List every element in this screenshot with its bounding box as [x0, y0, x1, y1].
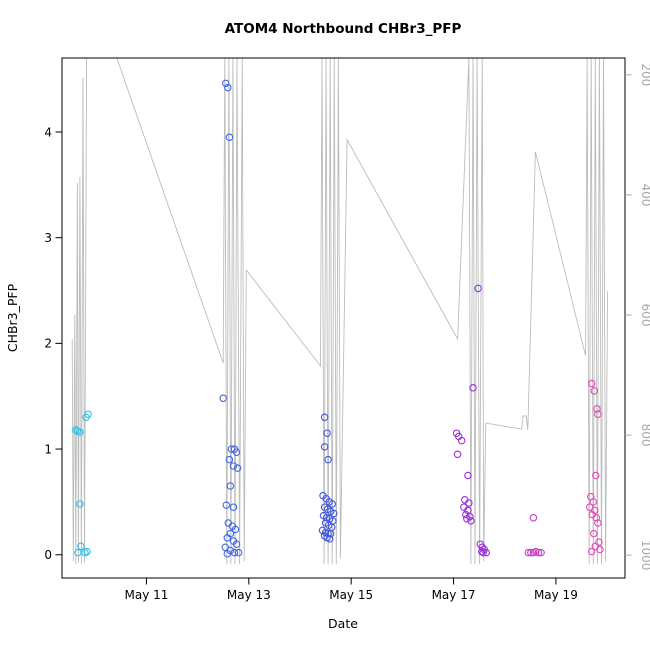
y2-tick-label: 600	[639, 304, 650, 327]
series-profile-may20	[585, 379, 604, 556]
data-point	[222, 501, 231, 509]
data-point	[72, 426, 80, 434]
data-point	[465, 499, 473, 507]
x-axis-label: Date	[328, 616, 358, 631]
data-point	[234, 548, 243, 557]
data-point	[231, 525, 240, 534]
data-point	[225, 133, 234, 142]
data-point	[474, 284, 482, 293]
data-point	[589, 498, 598, 506]
data-point	[324, 455, 332, 464]
pressure-trace-line	[71, 57, 609, 565]
data-point	[325, 535, 334, 543]
data-point	[594, 410, 602, 418]
data-point	[587, 547, 596, 556]
data-point	[84, 410, 92, 418]
data-point	[529, 514, 538, 522]
y2-tick-label: 1000	[639, 540, 650, 571]
data-point	[477, 547, 486, 556]
data-point	[223, 549, 232, 558]
data-point	[463, 515, 471, 523]
y-tick-label: 1	[44, 442, 52, 456]
x-tick-label: May 19	[534, 588, 578, 602]
y-tick-label: 0	[44, 548, 52, 562]
data-point	[482, 548, 491, 557]
data-point	[596, 545, 604, 554]
y-axis-label: CHBr3_PFP	[5, 283, 20, 352]
chart-title: ATOM4 Northbound CHBr3_PFP	[225, 21, 462, 37]
data-point	[457, 436, 466, 445]
data-point	[230, 548, 239, 557]
data-point	[229, 462, 238, 470]
data-point	[320, 413, 329, 422]
y2-tick-label: 800	[639, 424, 650, 447]
x-tick-label: May 17	[432, 588, 476, 602]
plot-area: May 11 May 13 May 15 May 17 May 19 0 1 2 3 4 200 40…	[44, 57, 650, 602]
x-tick-label: May 11	[124, 588, 168, 602]
data-point	[462, 510, 470, 519]
y-tick-label: 2	[44, 337, 52, 351]
data-point	[453, 450, 462, 459]
series-profile-may15	[318, 413, 338, 543]
data-point	[527, 548, 535, 557]
data-point	[594, 519, 602, 527]
data-point	[469, 384, 477, 392]
data-point	[534, 548, 543, 557]
data-point	[77, 542, 85, 551]
data-point	[232, 448, 241, 456]
plot-border	[61, 57, 626, 579]
data-point	[590, 387, 599, 395]
data-point	[478, 543, 486, 552]
data-point	[232, 540, 241, 548]
data-point	[323, 429, 331, 437]
data-point	[83, 547, 91, 556]
data-point	[537, 548, 545, 557]
data-point	[224, 83, 232, 92]
data-point	[223, 534, 232, 542]
series-profile-may18	[524, 514, 545, 557]
data-point	[587, 379, 596, 388]
data-point	[592, 514, 601, 522]
y-tick-label: 3	[44, 231, 52, 245]
data-point	[233, 464, 242, 472]
series-profile-may10	[72, 410, 92, 557]
y-tick-label: 4	[44, 125, 52, 139]
data-point	[328, 500, 336, 508]
data-point	[330, 509, 338, 518]
data-point	[524, 548, 533, 557]
data-point	[593, 405, 601, 413]
data-point	[322, 514, 331, 522]
x-tick-label: May 15	[329, 588, 373, 602]
x-tick-label: May 13	[227, 588, 271, 602]
data-point	[467, 517, 475, 525]
data-point	[74, 548, 82, 557]
series-profile-may17	[452, 284, 491, 557]
data-point	[592, 471, 600, 480]
data-point	[229, 503, 238, 511]
data-point	[76, 428, 84, 436]
series-profile-may13	[219, 79, 243, 558]
y2-tick-label: 400	[639, 183, 650, 206]
y2-tick-label: 200	[639, 63, 650, 86]
data-point	[219, 394, 227, 403]
data-point	[225, 455, 234, 464]
data-point	[479, 548, 487, 557]
data-point	[222, 79, 230, 88]
data-point	[76, 500, 84, 508]
data-point	[226, 482, 235, 490]
data-point	[320, 443, 329, 451]
data-point	[464, 471, 472, 480]
data-point	[590, 529, 598, 538]
